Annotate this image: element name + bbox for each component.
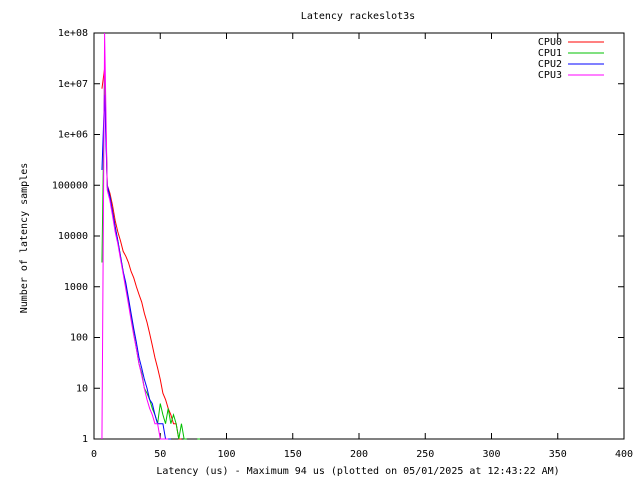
x-tick-label: 400	[615, 449, 633, 460]
y-tick-label: 1e+06	[58, 130, 88, 141]
y-tick-label: 1000	[64, 282, 88, 293]
legend-label: CPU1	[538, 48, 562, 59]
x-tick-label: 350	[549, 449, 567, 460]
y-axis-label: Number of latency samples	[19, 163, 30, 314]
y-tick-label: 1e+08	[58, 28, 88, 39]
x-tick-label: 250	[416, 449, 434, 460]
chart-title: Latency rackeslot3s	[301, 11, 415, 22]
y-tick-label: 1	[82, 434, 88, 445]
x-tick-label: 50	[154, 449, 166, 460]
x-tick-label: 100	[217, 449, 235, 460]
x-axis-label: Latency (us) - Maximum 94 us (plotted on…	[156, 466, 559, 477]
legend-label: CPU0	[538, 37, 562, 48]
y-tick-label: 100	[70, 333, 88, 344]
x-tick-label: 200	[350, 449, 368, 460]
y-tick-label: 1e+07	[58, 79, 88, 90]
plot-frame	[93, 32, 625, 440]
y-tick-label: 10	[76, 383, 88, 394]
x-tick-label: 0	[91, 449, 97, 460]
series-line	[101, 72, 200, 440]
legend-label: CPU2	[538, 59, 562, 70]
x-tick-label: 300	[482, 449, 500, 460]
series-line	[102, 95, 182, 439]
x-tick-label: 150	[284, 449, 302, 460]
series-line	[102, 33, 174, 439]
legend-label: CPU3	[538, 70, 562, 81]
y-tick-label: 10000	[58, 231, 88, 242]
y-tick-label: 100000	[52, 180, 88, 191]
